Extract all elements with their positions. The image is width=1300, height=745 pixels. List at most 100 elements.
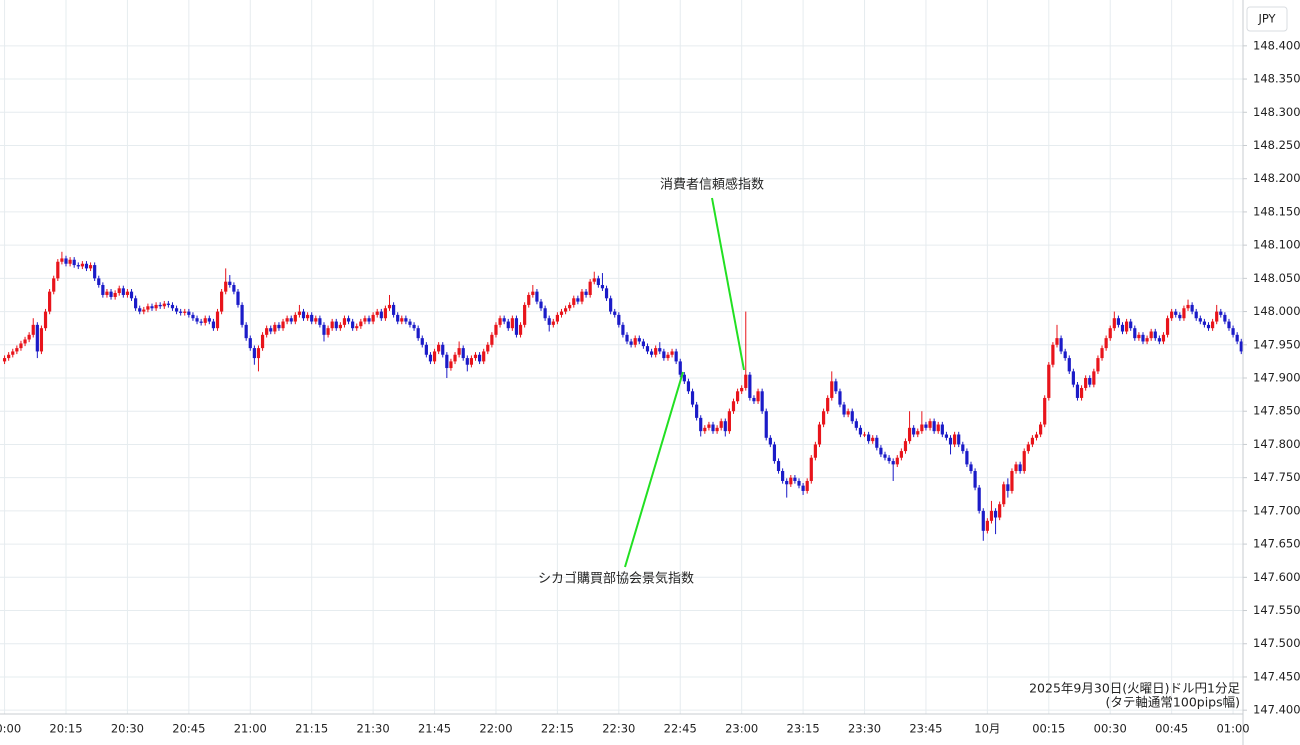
x-tick-label: 23:30: [848, 722, 881, 736]
candle-body: [1112, 318, 1116, 329]
candle-body: [60, 258, 64, 262]
candle-body: [80, 263, 84, 267]
candle-body: [920, 424, 924, 432]
candle-body: [2, 358, 7, 362]
candle-body: [740, 387, 744, 392]
candle-body: [117, 288, 121, 293]
candle-body: [887, 457, 891, 462]
candle-body: [1030, 437, 1035, 445]
candle-body: [1206, 324, 1211, 329]
candle-body: [179, 311, 183, 313]
grid: [0, 0, 1243, 714]
candle-body: [150, 306, 154, 309]
candle-body: [121, 288, 125, 295]
candle-body: [207, 318, 211, 322]
x-tick-label: 20:45: [172, 722, 205, 736]
candle-body: [772, 444, 777, 462]
candle-body: [1174, 311, 1178, 315]
candle-body: [1043, 397, 1047, 425]
candle-body: [1120, 324, 1125, 332]
candle-body: [531, 291, 535, 295]
candle-body: [1149, 331, 1153, 339]
candle-body: [686, 381, 691, 392]
candle-body: [211, 321, 216, 329]
candle-body: [858, 427, 863, 435]
candle-body: [781, 471, 785, 481]
candle-body: [48, 291, 52, 312]
candle-body: [256, 348, 261, 359]
candle-body: [1170, 311, 1174, 319]
candle-body: [977, 487, 981, 511]
candle-body: [129, 291, 134, 299]
candle-body: [719, 421, 723, 428]
candle-body: [658, 348, 662, 352]
candle-body: [875, 437, 879, 448]
candle-body: [273, 324, 277, 332]
y-tick-label: 148.050: [1253, 271, 1300, 285]
candle-body: [613, 311, 617, 315]
candle-body: [850, 411, 854, 422]
candle-body: [1063, 351, 1067, 359]
candle-body: [1125, 321, 1129, 332]
candle-body: [797, 480, 801, 486]
candle-body: [84, 263, 89, 269]
candle-body: [1133, 328, 1137, 339]
x-tick-label: 23:00: [725, 722, 758, 736]
candle-body: [649, 351, 654, 355]
candle-body: [1039, 424, 1043, 435]
candle-body: [301, 311, 306, 319]
y-tick-label: 147.400: [1253, 703, 1300, 717]
candle-body: [23, 339, 27, 344]
candle-body: [285, 318, 289, 322]
candle-body: [383, 308, 388, 319]
candle-body: [346, 318, 351, 322]
candle-body: [170, 304, 175, 309]
candle-body: [15, 348, 19, 352]
candle-body: [760, 391, 764, 412]
candle-body: [1096, 358, 1100, 372]
candle-body: [940, 424, 944, 435]
candle-body: [518, 324, 523, 335]
candle-body: [633, 338, 637, 345]
candle-body: [928, 421, 932, 428]
candle-body: [43, 311, 48, 329]
x-tick-label: 00:30: [1094, 722, 1127, 736]
candle-body: [715, 427, 719, 432]
candle-body: [11, 351, 15, 355]
candle-body: [375, 311, 379, 315]
y-tick-label: 148.250: [1253, 138, 1300, 152]
candle-body: [711, 424, 715, 432]
candle-body: [682, 374, 686, 382]
note: (タテ軸通常100pips幅): [1106, 695, 1240, 710]
candle-body: [617, 314, 621, 325]
candle-body: [1231, 328, 1235, 335]
candle-body: [559, 311, 564, 315]
candle-body: [944, 434, 949, 438]
candle-body: [31, 324, 35, 335]
candle-body: [592, 278, 596, 282]
candle-body: [785, 480, 789, 485]
x-tick-label: 21:15: [295, 722, 328, 736]
candle-body: [596, 278, 600, 286]
x-tick-label: 23:45: [909, 722, 942, 736]
candle-body: [473, 354, 478, 359]
x-tick-label: 00:15: [1032, 722, 1065, 736]
candle-body: [654, 348, 658, 355]
candle-body: [1055, 338, 1059, 345]
candle-body: [248, 338, 252, 349]
candle-body: [527, 294, 531, 305]
candle-body: [281, 321, 285, 329]
x-tick-label: 22:45: [664, 722, 697, 736]
annotation-line: [711, 197, 745, 371]
candle-body: [486, 344, 490, 352]
candle-body: [449, 361, 453, 369]
candle-body: [428, 354, 433, 362]
candle-body: [424, 344, 428, 355]
candle-body: [695, 404, 699, 418]
candle-body: [138, 308, 142, 312]
candle-body: [776, 461, 781, 472]
x-tick-label: 21:45: [418, 722, 451, 736]
candle-body: [817, 424, 822, 445]
candle-body: [584, 291, 588, 295]
